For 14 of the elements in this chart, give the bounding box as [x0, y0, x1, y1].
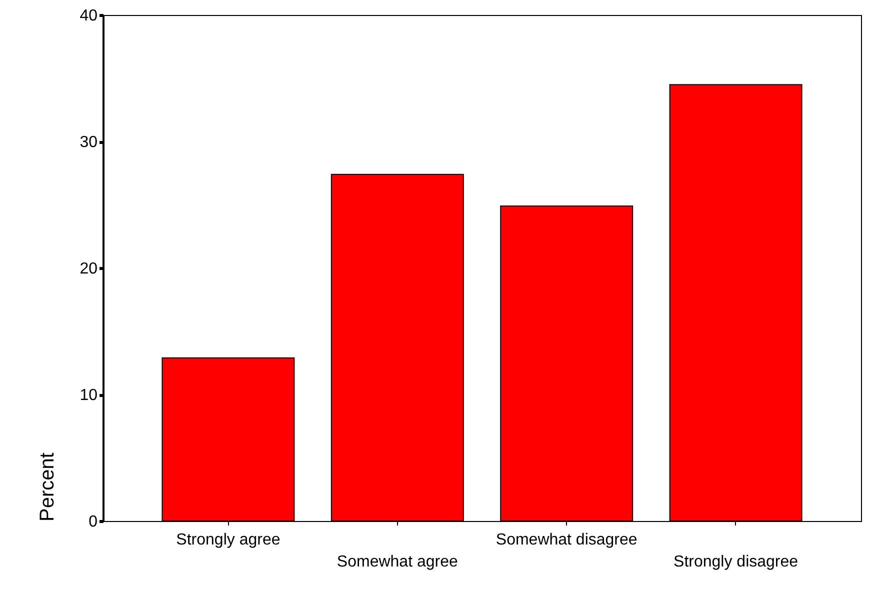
- y-tick-label: 10: [80, 387, 98, 404]
- y-axis-title: Percent: [36, 452, 59, 522]
- y-tick-label: 0: [88, 514, 98, 530]
- x-tick-label: Strongly agree: [176, 532, 280, 548]
- x-tick-label: Somewhat disagree: [496, 532, 638, 548]
- x-tick-label: Strongly disagree: [674, 554, 798, 570]
- x-tick-label: Somewhat agree: [336, 554, 458, 570]
- y-tick-label: 20: [80, 260, 98, 278]
- bar: [669, 84, 802, 522]
- bar: [500, 206, 634, 522]
- y-tick-label: 40: [80, 8, 98, 24]
- y-tick-label: 30: [80, 134, 98, 151]
- bar: [162, 357, 295, 522]
- bar: [330, 174, 464, 522]
